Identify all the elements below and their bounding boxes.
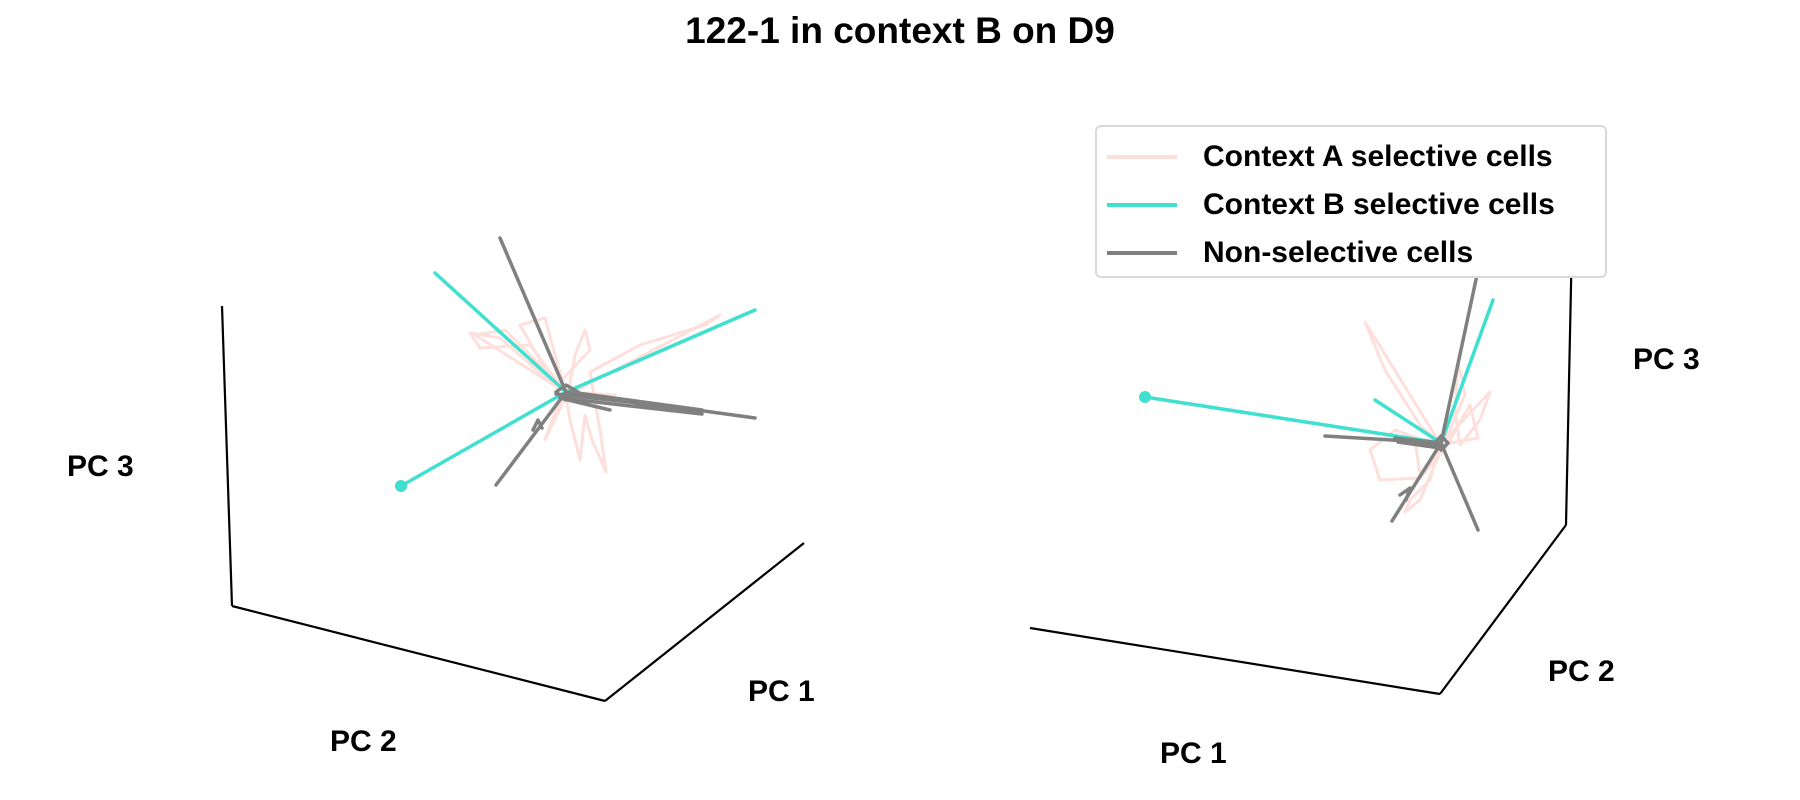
right-context-b-start-marker [1139, 391, 1151, 403]
legend-item-context-b: Context B selective cells [1107, 185, 1555, 225]
right-z-axis-label: PC 3 [1633, 343, 1700, 376]
left-z-axis-label: PC 3 [67, 450, 134, 483]
left-context-b-trace [399, 271, 757, 488]
legend-item-context-a: Context A selective cells [1107, 137, 1553, 177]
figure-title: 122-1 in context B on D9 [685, 10, 1115, 51]
right-y-axis-label: PC 2 [1548, 655, 1615, 688]
right-axes-frame [1029, 237, 1574, 696]
legend-label-non-selective: Non-selective cells [1203, 236, 1474, 269]
left-context-b-start-marker [395, 480, 407, 492]
left-plot [220, 236, 805, 703]
right-non-selective-tick [1398, 486, 1412, 502]
left-non-selective-knot [554, 383, 580, 402]
legend-swatch-context-b [1107, 203, 1177, 207]
right-series-context-b [1143, 298, 1495, 445]
left-non-selective-tick [531, 418, 544, 432]
right-context-b-trace [1143, 298, 1495, 445]
right-context-a-trace [1363, 320, 1492, 514]
left-y-axis [231, 604, 606, 703]
right-series-context-a [1363, 320, 1492, 514]
left-axes-frame [220, 305, 805, 703]
legend-label-context-b: Context B selective cells [1203, 188, 1555, 221]
legend-item-non-selective: Non-selective cells [1107, 233, 1473, 273]
legend-swatch-context-a [1107, 155, 1177, 159]
legend-swatch-non-selective [1107, 251, 1177, 255]
right-series-non-selective [1323, 273, 1480, 532]
right-non-selective-knot [1433, 434, 1450, 452]
left-series-context-b [399, 271, 757, 488]
left-y-axis-label: PC 2 [330, 725, 397, 758]
left-series-non-selective [494, 236, 757, 487]
left-z-axis [220, 305, 234, 607]
right-y-axis [1439, 524, 1567, 695]
right-z-axis [1564, 237, 1574, 526]
left-x-axis-label: PC 1 [748, 675, 815, 708]
legend-label-context-a: Context A selective cells [1203, 140, 1553, 173]
right-x-axis [1029, 626, 1441, 696]
legend: Context A selective cells Context B sele… [1095, 125, 1607, 278]
left-non-selective-bundle [554, 390, 704, 416]
right-x-axis-label: PC 1 [1160, 737, 1227, 770]
right-plot [1029, 237, 1574, 696]
left-x-axis [604, 542, 805, 702]
